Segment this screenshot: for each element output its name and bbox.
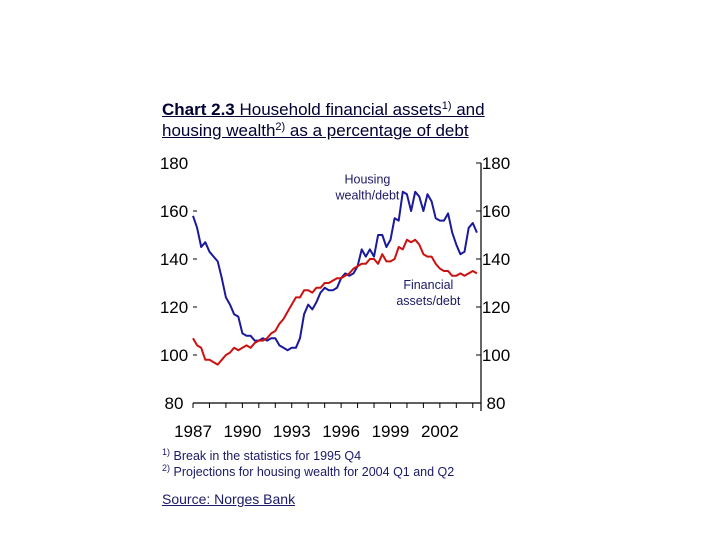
chart-title: Chart 2.3 Household financial assets1) a… [162,99,542,141]
x-tick-label: 1996 [322,422,360,441]
footnote-1: 1) Break in the statistics for 1995 Q4 [162,448,454,464]
housing-wealth-line [192,190,478,352]
y-tick-label-left: 140 [160,250,188,269]
y-tick-label-right: 100 [482,346,510,365]
x-tick-label: 2002 [421,422,459,441]
title-tail-2: as a percentage of debt [285,121,469,140]
y-tick-label-left: 120 [160,298,188,317]
y-tick-label-left: 160 [160,202,188,221]
footnote-1-text: Break in the statistics for 1995 Q4 [170,449,362,463]
annotation-line: Housing [345,172,391,186]
y-tick-label-left: 180 [160,154,188,173]
annotation-line: wealth/debt [334,188,399,202]
title-text-2: housing wealth [162,121,276,140]
x-tick-label: 1999 [372,422,410,441]
y-tick-label-right: 120 [482,298,510,317]
y-tick-label-left: 100 [160,346,188,365]
x-tick-label: 1990 [223,422,261,441]
title-sup-1: 1) [441,100,452,112]
footnote-2: 2) Projections for housing wealth for 20… [162,464,454,480]
title-line-2: housing wealth2) as a percentage of debt [162,120,542,141]
annotation-line: assets/debt [396,294,460,308]
chart-number: Chart 2.3 [162,100,235,119]
footnote-1-marker: 1) [162,447,171,457]
title-text-1: Household financial assets [234,100,442,119]
y-tick-label-right: 160 [482,202,510,221]
y-tick-label-left: 80 [165,394,184,413]
annotation-line: Financial [403,278,453,292]
footnote-2-text: Projections for housing wealth for 2004 … [170,465,455,479]
footnote-2-marker: 2) [162,463,171,473]
financial-assets-label: Financial assets/debt [396,278,460,308]
title-tail-1: and [451,100,485,119]
financial-assets-line [192,238,478,366]
title-line-1: Chart 2.3 Household financial assets1) a… [162,99,542,120]
x-tick-label: 1993 [273,422,311,441]
y-tick-label-right: 180 [482,154,510,173]
y-tick-label-right: 80 [487,394,506,413]
housing-wealth-label: Housing wealth/debt [334,172,399,202]
y-tick-label-right: 140 [482,250,510,269]
footnotes: 1) Break in the statistics for 1995 Q4 2… [162,448,454,480]
title-sup-2: 2) [275,121,286,133]
x-tick-label: 1987 [174,422,212,441]
source-note: Source: Norges Bank [162,491,296,507]
